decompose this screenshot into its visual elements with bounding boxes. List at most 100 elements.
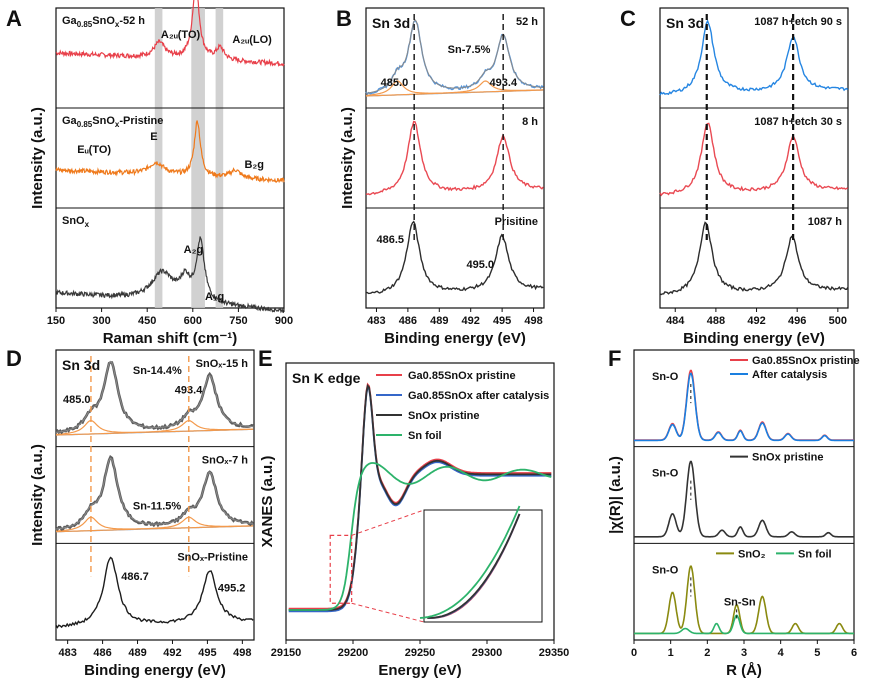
x-tick-label-C-4: 500 <box>829 315 847 327</box>
y-axis-label-B: Intensity (a.u.) <box>339 107 356 209</box>
annotation-B-2-0: 486.5 <box>376 234 404 246</box>
x-tick-label-D-4: 495 <box>198 647 216 659</box>
plot-frame-D <box>55 349 255 641</box>
inset-line-E-3 <box>419 505 521 619</box>
legend-label-E-2: SnOx pristine <box>408 410 480 422</box>
x-tick-label-A-0: 150 <box>47 315 65 327</box>
series-line-D-2 <box>55 556 254 629</box>
x-tick-label-C-3: 496 <box>788 315 806 327</box>
x-tick-label-B-3: 492 <box>462 315 480 327</box>
x-tick-label-A-5: 900 <box>275 315 293 327</box>
x-axis-label-D: Binding energy (eV) <box>84 662 226 679</box>
series-line-B-2 <box>366 220 544 295</box>
annotation-A-2-0: A₂g <box>184 244 204 256</box>
series-line-E-1 <box>288 385 552 613</box>
x-tick-label-D-5: 498 <box>233 647 251 659</box>
x-tick-label-D-1: 486 <box>93 647 111 659</box>
annotation-F-1: Sn-O <box>652 468 679 480</box>
inset-line-E-2 <box>427 513 521 619</box>
x-axis-label-F: R (Å) <box>726 662 762 679</box>
y-axis-label-D: Intensity (a.u.) <box>29 444 46 546</box>
subpanel-label-C-2: 1087 h <box>808 216 843 228</box>
legend-label-F-2-1: Sn foil <box>798 548 832 560</box>
plot-frame-A <box>55 7 285 309</box>
x-tick-label-A-2: 450 <box>138 315 156 327</box>
annotation-A-1-0: Eᵤ(TO) <box>77 144 111 156</box>
x-tick-label-D-2: 489 <box>128 647 146 659</box>
fit-component-493-D-1 <box>56 516 254 533</box>
legend-label-F-1-0: SnOx pristine <box>752 452 824 464</box>
fit-envelope-D-0 <box>55 360 254 433</box>
shaded-region-0 <box>154 8 163 308</box>
annotation-D-0-2: Sn-14.4% <box>133 365 182 377</box>
x-tick-label-D-0: 483 <box>58 647 76 659</box>
panel-letter-B: B <box>336 6 352 31</box>
x-tick-label-F-1: 1 <box>668 647 674 659</box>
y-axis-label-A: Intensity (a.u.) <box>29 107 46 209</box>
series-line-F-2-1 <box>634 614 854 635</box>
x-tick-label-B-1: 486 <box>399 315 417 327</box>
x-tick-label-F-3: 3 <box>741 647 747 659</box>
shaded-region-2 <box>215 8 224 308</box>
shaded-region-1 <box>191 8 205 308</box>
annotation-D-2-1: 495.2 <box>218 583 246 595</box>
plot-frame-B <box>365 7 545 309</box>
legend-label-E-1: Ga0.85SnOx after catalysis <box>408 390 549 402</box>
subpanel-label-B-0: 52 h <box>516 16 538 28</box>
label-rest: SnO <box>92 15 115 27</box>
zoom-box-E <box>329 534 353 604</box>
subpanel-label-B-1: 8 h <box>522 116 538 128</box>
annotation-A-1-1: E <box>150 131 157 143</box>
subpanel-label-D-0: SnOₓ-15 h <box>196 358 249 370</box>
panel-letter-F: F <box>608 346 621 371</box>
x-tick-label-F-4: 4 <box>778 647 785 659</box>
subpanel-label-D-2: SnOₓ-Pristine <box>177 551 248 563</box>
annotation2-F-2: Sn-Sn <box>724 596 756 608</box>
fit-envelope-D-1 <box>55 457 254 530</box>
x-tick-label-C-2: 492 <box>747 315 765 327</box>
zoom-connector-E-0 <box>351 509 425 536</box>
subpanel-label-A-2: SnOx <box>62 215 90 229</box>
label-sub: x <box>85 220 90 229</box>
x-tick-label-E-2: 29250 <box>405 647 436 659</box>
annotation-A-1-2: B₂g <box>244 159 264 171</box>
series-line-F-0-1 <box>634 372 854 442</box>
x-tick-label-F-6: 6 <box>851 647 857 659</box>
annotation-B-2-1: 495.0 <box>467 259 495 271</box>
panel-letter-E: E <box>258 346 273 371</box>
x-tick-label-B-4: 495 <box>493 315 511 327</box>
subpanel-label-D-1: SnOₓ-7 h <box>202 455 248 467</box>
x-axis-label-C: Binding energy (eV) <box>683 330 825 347</box>
annotation-D-1-0: Sn-11.5% <box>133 501 182 513</box>
legend-label-F-2-0: SnO₂ <box>738 548 766 560</box>
series-line-A-2 <box>55 236 285 314</box>
plot-frame-C <box>659 7 849 309</box>
y-axis-label-F: |χ(R)| (a.u.) <box>607 456 624 534</box>
panel-letter-A: A <box>6 6 22 31</box>
x-tick-label-C-0: 484 <box>666 315 685 327</box>
annotation-B-0-0: 485.0 <box>381 77 409 89</box>
y-axis-label-E: XANES (a.u.) <box>259 456 276 548</box>
panel-title-B: Sn 3d <box>372 15 410 31</box>
legend-label-F-0-1: After catalysis <box>752 369 827 381</box>
label-sub: 0.85 <box>77 20 93 29</box>
series-line-E-3 <box>288 462 552 611</box>
label-tail: -Pristine <box>119 115 163 127</box>
x-tick-label-C-1: 488 <box>707 315 725 327</box>
series-line-A-1 <box>55 120 285 184</box>
annotation-A-2-1: A₁g <box>205 291 224 303</box>
series-line-A-0 <box>55 0 285 68</box>
x-tick-label-B-2: 489 <box>430 315 448 327</box>
series-line-C-2 <box>659 221 849 296</box>
series-line-C-0 <box>659 19 849 96</box>
x-tick-label-F-0: 0 <box>631 647 637 659</box>
x-axis-label-E: Energy (eV) <box>378 662 461 679</box>
annotation-F-0: Sn-O <box>652 371 679 383</box>
series-line-F-1-0 <box>634 460 854 538</box>
x-tick-label-E-3: 29300 <box>472 647 503 659</box>
x-axis-label-A: Raman shift (cm⁻¹) <box>103 330 238 347</box>
panel-letter-C: C <box>620 6 636 31</box>
x-tick-label-A-3: 600 <box>184 315 202 327</box>
legend-label-E-0: Ga0.85SnOx pristine <box>408 370 516 382</box>
zoom-connector-E-1 <box>351 602 425 623</box>
